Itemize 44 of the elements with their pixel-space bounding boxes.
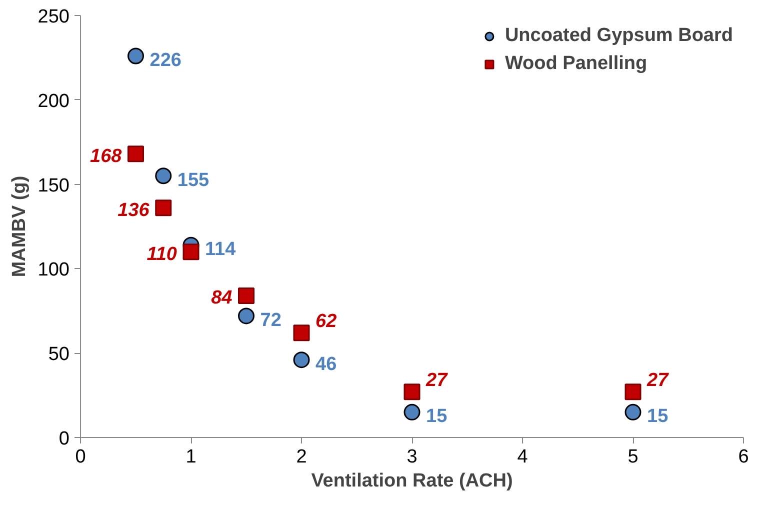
legend-label: Uncoated Gypsum Board <box>504 25 733 47</box>
point <box>128 146 144 162</box>
point <box>128 48 144 64</box>
x-tick-label: 5 <box>628 446 638 468</box>
x-tick-label: 6 <box>738 446 749 468</box>
x-tick-label: 4 <box>517 446 528 468</box>
point <box>155 200 172 216</box>
y-tick-label: 0 <box>58 428 70 450</box>
point <box>155 168 172 184</box>
data-label: 27 <box>646 370 670 391</box>
data-label: 62 <box>316 310 338 332</box>
y-tick-label: 150 <box>38 175 70 196</box>
data-label: 27 <box>425 370 449 391</box>
y-tick-label: 50 <box>48 344 70 366</box>
y-tick-label: 250 <box>38 6 70 28</box>
point <box>404 404 420 420</box>
data-label: 226 <box>150 50 182 72</box>
y-axis-title: MAMBV (g) <box>8 176 30 278</box>
point <box>404 384 420 400</box>
point <box>238 308 254 324</box>
point <box>293 352 310 368</box>
data-label: 72 <box>260 310 282 331</box>
x-tick-label: 2 <box>296 446 307 468</box>
data-label: 114 <box>205 239 236 260</box>
data-label: 84 <box>211 288 233 309</box>
data-label: 110 <box>146 244 178 265</box>
data-label: 15 <box>426 406 448 428</box>
x-tick-label: 1 <box>186 446 196 468</box>
point <box>624 384 642 400</box>
x-tick-label: 0 <box>75 446 86 468</box>
y-tick-label: 200 <box>38 90 70 112</box>
point <box>624 404 642 420</box>
data-label: 136 <box>118 200 150 221</box>
point <box>182 244 200 260</box>
y-tick-label: 100 <box>38 260 70 281</box>
legend-label: Wood Panelling <box>504 53 648 75</box>
point <box>238 287 254 304</box>
data-label: 46 <box>316 354 337 375</box>
data-label: 155 <box>177 170 210 191</box>
data-label: 168 <box>90 146 122 167</box>
x-axis-title: Ventilation Rate (ACH) <box>311 470 513 492</box>
point <box>293 324 310 342</box>
data-label: 15 <box>647 406 669 428</box>
x-tick-label: 3 <box>406 446 418 468</box>
